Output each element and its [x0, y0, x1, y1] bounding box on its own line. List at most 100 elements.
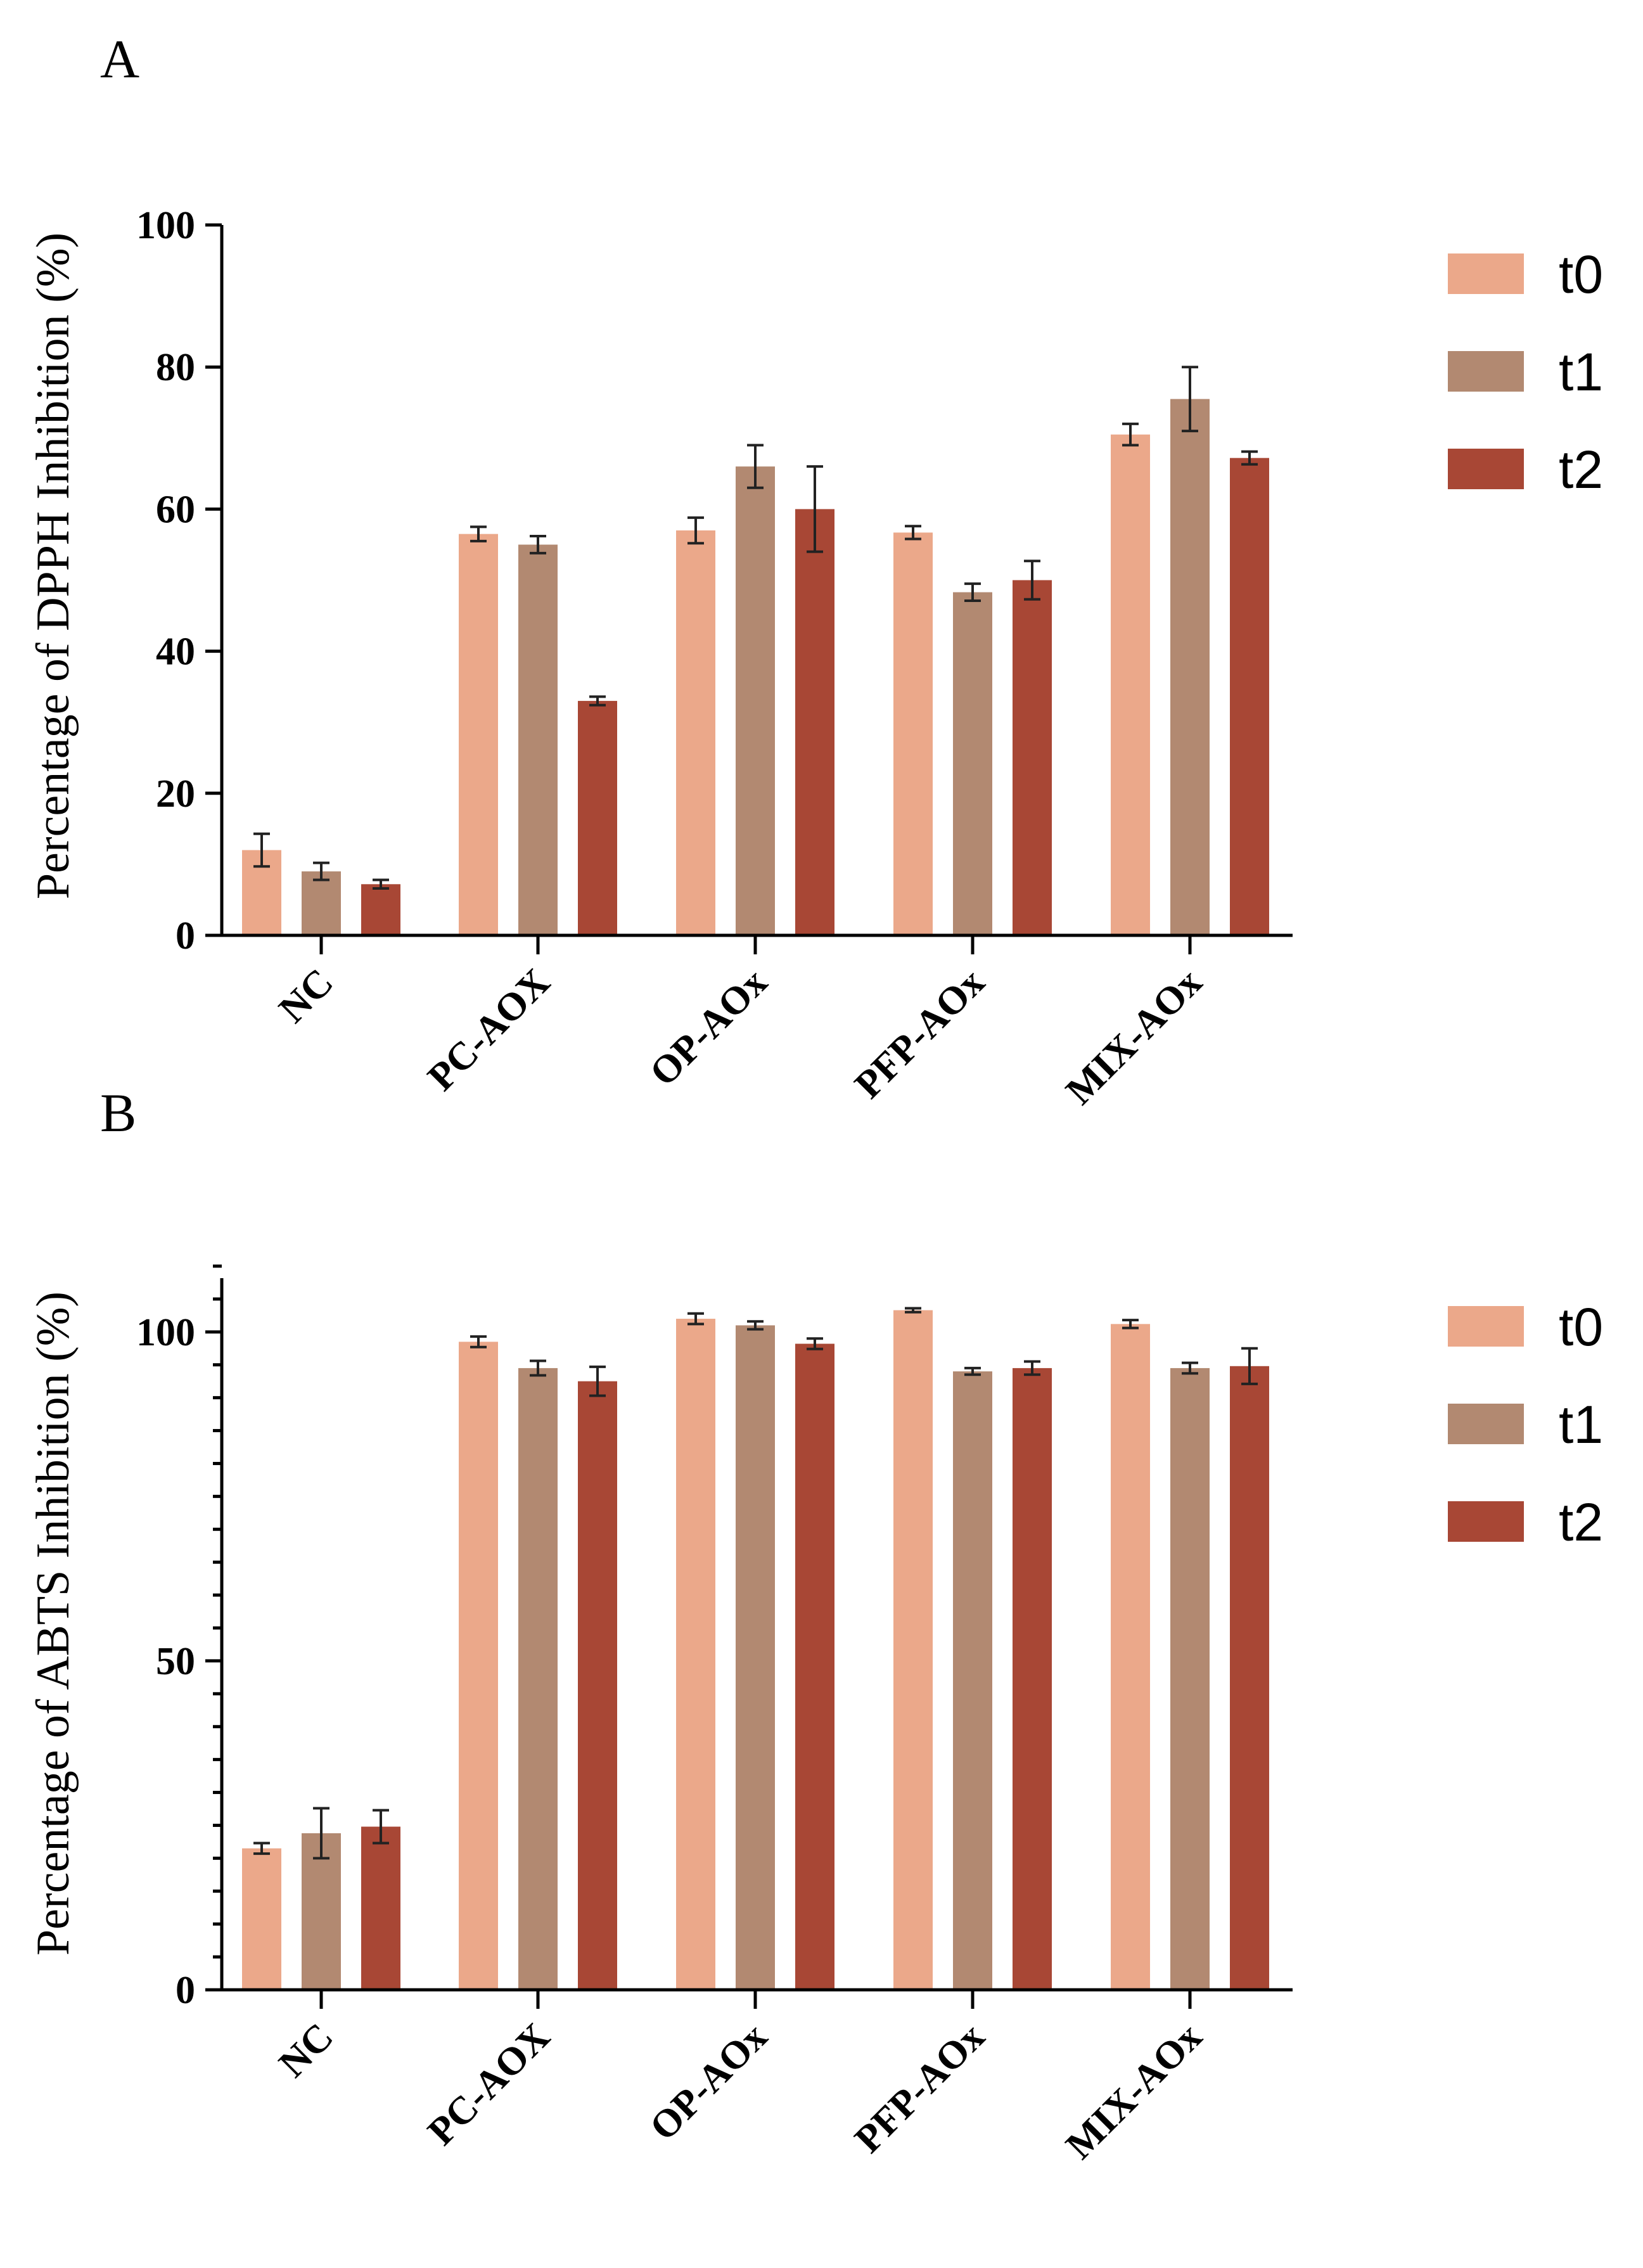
- panel-b-error-bar-pfp-aox-t0: [905, 1307, 921, 1314]
- panel-b-error-bar-op-aox-t2: [807, 1337, 823, 1350]
- panel-b-legend-swatch-t1: [1448, 1404, 1524, 1444]
- panel-b-y-tick-label: 50: [156, 1640, 195, 1683]
- panel-a-bar-pc-aox-t0: [459, 534, 498, 935]
- panel-a-legend-label-t1: t1: [1559, 342, 1603, 402]
- panel-b-error-bar-pc-aox-t0: [470, 1335, 487, 1349]
- panel-b-bar-op-aox-t2: [795, 1343, 834, 1990]
- panel-a-error-bar-pfp-aox-t0: [905, 525, 921, 541]
- panel-a-error-bar-pc-aox-t2: [589, 695, 606, 707]
- panel-a-error-bar-pc-aox-t0: [470, 525, 487, 542]
- panel-b-error-bar-pc-aox-t2: [589, 1365, 606, 1397]
- panel-a-legend-label-t0: t0: [1559, 245, 1603, 304]
- panel-a-bar-mix-aox-t1: [1170, 399, 1210, 935]
- panel-a-legend-label-t2: t2: [1559, 440, 1603, 499]
- panel-a-x-tick-label-nc: NC: [271, 961, 341, 1031]
- panel-b-y-tick-label: 0: [176, 1969, 195, 2012]
- panel-b-y-axis-label: Percentage of ABTS Inhibition (%): [27, 1291, 79, 1956]
- panel-b-x-tick-label-pfp-aox: PFP-AOx: [847, 2015, 993, 2162]
- panel-b-y-tick-label: 100: [136, 1311, 195, 1354]
- panel-a-bars: [242, 399, 1269, 935]
- panel-a-bar-nc-t2: [361, 884, 400, 935]
- panel-a-legend-swatch-t2: [1448, 449, 1524, 489]
- panel-b-error-bar-op-aox-t0: [687, 1312, 704, 1326]
- panel-a-bar-pc-aox-t2: [578, 701, 617, 935]
- panel-b-bar-pfp-aox-t2: [1013, 1368, 1052, 1990]
- panel-a-x-tick-label-mix-aox: MIX-AOx: [1058, 961, 1210, 1113]
- panel-b-error-bar-pfp-aox-t1: [964, 1366, 981, 1376]
- panel-a-bar-mix-aox-t2: [1230, 458, 1269, 935]
- panel-b-bar-nc-t0: [242, 1848, 281, 1990]
- panel-a-y-tick-label: 20: [156, 772, 195, 816]
- panel-b-error-bar-nc-t1: [313, 1807, 329, 1860]
- panel-b-error-bar-nc-t0: [253, 1842, 270, 1855]
- panel-b-error-bar-mix-aox-t0: [1122, 1319, 1139, 1329]
- panel-a-error-bar-nc-t2: [373, 878, 389, 890]
- panel-b-bar-nc-t2: [361, 1826, 400, 1990]
- panel-b-error-bar-op-aox-t1: [747, 1320, 764, 1331]
- panel-b-x-ticks: NC PC-AOX OP-AOx PFP-AOx MIX-AOx: [271, 1990, 1210, 2167]
- panel-a-bar-op-aox-t0: [676, 530, 715, 935]
- panel-b-bars: [242, 1310, 1269, 1990]
- panel-b-bar-mix-aox-t0: [1111, 1324, 1150, 1990]
- panel-a-error-bar-pfp-aox-t2: [1024, 560, 1040, 601]
- panel-b-y-ticks: 0 50 100: [136, 1264, 222, 2012]
- panel-b-x-tick-label-op-aox: OP-AOx: [642, 2015, 776, 2149]
- panel-a-bar-op-aox-t1: [736, 466, 775, 935]
- panel-a-bar-pfp-aox-t0: [893, 532, 933, 935]
- panel-a-x-tick-label-op-aox: OP-AOx: [642, 961, 776, 1094]
- panel-b-bar-mix-aox-t1: [1170, 1368, 1210, 1990]
- panel-b-bar-mix-aox-t2: [1230, 1366, 1269, 1990]
- panel-a-x-ticks: NC PC-AOX OP-AOx PFP-AOx MIX-AOx: [271, 935, 1210, 1113]
- panel-a-y-tick-label: 0: [176, 914, 195, 958]
- panel-a-error-bar-op-aox-t1: [747, 444, 764, 489]
- panel-a-letter: A: [100, 29, 139, 89]
- panel-a-error-bar-op-aox-t0: [687, 516, 704, 545]
- panel-b-error-bars: [253, 1307, 1258, 1860]
- panel-a-bar-pc-aox-t1: [518, 544, 558, 935]
- panel-b-error-bar-pfp-aox-t2: [1024, 1360, 1040, 1376]
- panel-a-legend-swatch-t1: [1448, 351, 1524, 392]
- panel-a-x-tick-label-pfp-aox: PFP-AOx: [847, 961, 993, 1107]
- panel-a-error-bar-mix-aox-t1: [1182, 366, 1198, 433]
- panel-a-x-tick-label-pc-aox: PC-AOX: [419, 961, 558, 1099]
- panel-b-x-tick-label-nc: NC: [271, 2015, 341, 2085]
- panel-a-bar-pfp-aox-t2: [1013, 580, 1052, 935]
- panel-a-bar-pfp-aox-t1: [953, 592, 992, 935]
- panel-b-error-bar-nc-t2: [373, 1809, 389, 1845]
- panel-b-legend-label-t0: t0: [1559, 1297, 1603, 1357]
- panel-b-legend-swatch-t0: [1448, 1306, 1524, 1347]
- panel-b-letter: B: [100, 1082, 136, 1143]
- panel-a-error-bar-pc-aox-t1: [530, 534, 546, 554]
- panel-b-legend-label-t1: t1: [1559, 1395, 1603, 1454]
- panel-b-bar-pfp-aox-t1: [953, 1371, 992, 1990]
- panel-a-error-bar-nc-t0: [253, 832, 270, 868]
- panel-a: A Percentage of DPPH Inhibition (%) 0 20 4…: [27, 29, 1603, 1113]
- panel-a-y-ticks: 0 20 40 60 80 100: [136, 204, 222, 958]
- panel-a-y-tick-label: 80: [156, 346, 195, 389]
- panel-b-x-tick-label-pc-aox: PC-AOX: [419, 2015, 558, 2154]
- panel-a-bar-op-aox-t2: [795, 509, 834, 935]
- panel-b-bar-op-aox-t0: [676, 1319, 715, 1990]
- panel-a-error-bar-op-aox-t2: [807, 465, 823, 553]
- panel-a-y-axis-label: Percentage of DPPH Inhibition (%): [27, 233, 79, 899]
- panel-a-y-tick-label: 60: [156, 488, 195, 531]
- panel-b-bar-pc-aox-t2: [578, 1381, 617, 1990]
- panel-a-y-tick-label: 40: [156, 631, 195, 674]
- panel-b-legend: t0 t1 t2: [1448, 1297, 1603, 1552]
- panel-b-error-bar-mix-aox-t1: [1182, 1361, 1198, 1375]
- panel-a-bar-mix-aox-t0: [1111, 434, 1150, 935]
- panel-a-legend: t0 t1 t2: [1448, 245, 1603, 499]
- panel-a-error-bar-nc-t1: [313, 861, 329, 881]
- panel-a-error-bars: [253, 366, 1258, 890]
- panel-a-error-bar-mix-aox-t2: [1241, 450, 1258, 466]
- panel-b-error-bar-mix-aox-t2: [1241, 1347, 1258, 1385]
- panel-b-error-bar-pc-aox-t1: [530, 1359, 546, 1377]
- panel-b-legend-label-t2: t2: [1559, 1492, 1603, 1552]
- panel-a-bar-nc-t1: [302, 871, 341, 935]
- panel-b-bar-pfp-aox-t0: [893, 1310, 933, 1990]
- panel-b-bar-op-aox-t1: [736, 1325, 775, 1990]
- panel-a-error-bar-pfp-aox-t1: [964, 582, 981, 603]
- panel-a-error-bar-mix-aox-t0: [1122, 422, 1139, 447]
- panel-a-legend-swatch-t0: [1448, 253, 1524, 294]
